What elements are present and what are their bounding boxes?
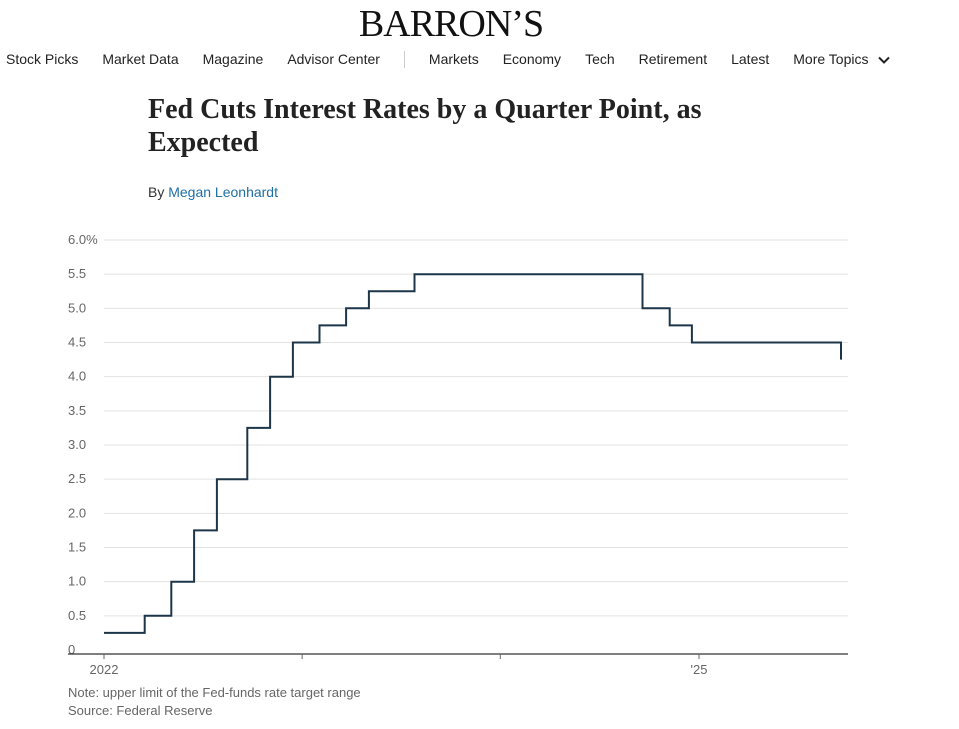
x-tick-label: 2022 xyxy=(90,662,119,677)
x-tick-label: '25 xyxy=(691,662,708,677)
nav-retirement[interactable]: Retirement xyxy=(638,51,708,67)
y-tick-label: 5.5 xyxy=(68,266,86,281)
nav-advisor-center[interactable]: Advisor Center xyxy=(287,51,380,67)
rate-step-line xyxy=(104,273,842,634)
barrons-logo[interactable]: BARRON’S xyxy=(358,3,544,45)
nav-market-data[interactable]: Market Data xyxy=(102,51,179,67)
y-tick-label: 2.0 xyxy=(68,505,86,520)
author-link[interactable]: Megan Leonhardt xyxy=(168,184,278,200)
y-tick-label: 3.5 xyxy=(68,403,86,418)
nav-stock-picks[interactable]: Stock Picks xyxy=(6,51,79,67)
y-tick-label: 0.5 xyxy=(68,608,86,623)
nav-tech[interactable]: Tech xyxy=(585,51,615,67)
y-tick-label: 1.5 xyxy=(68,540,86,555)
chart-notes: Note: upper limit of the Fed-funds rate … xyxy=(68,684,361,720)
y-tick-label: 3.0 xyxy=(68,437,86,452)
chevron-down-icon xyxy=(878,56,891,64)
y-tick-label: 4.0 xyxy=(68,369,86,384)
article-headline: Fed Cuts Interest Rates by a Quarter Poi… xyxy=(148,94,702,158)
y-tick-label: 6.0% xyxy=(68,232,98,247)
byline: By Megan Leonhardt xyxy=(148,184,278,200)
nav-markets[interactable]: Markets xyxy=(428,51,479,67)
top-navigation: Stock Picks Market Data Magazine Advisor… xyxy=(6,49,914,69)
y-tick-label: 0 xyxy=(68,642,75,657)
y-tick-label: 1.0 xyxy=(68,574,86,589)
nav-latest[interactable]: Latest xyxy=(731,51,770,67)
y-tick-label: 4.5 xyxy=(68,335,86,350)
chart-source: Source: Federal Reserve xyxy=(68,703,213,718)
nav-divider xyxy=(403,50,405,68)
byline-by-label: By xyxy=(148,184,165,200)
nav-more-topics[interactable]: More Topics xyxy=(793,51,891,67)
chart-note: Note: upper limit of the Fed-funds rate … xyxy=(68,685,361,700)
y-tick-label: 5.0 xyxy=(68,300,86,315)
more-topics-label: More Topics xyxy=(793,51,869,67)
y-tick-label: 2.5 xyxy=(68,471,86,486)
nav-magazine[interactable]: Magazine xyxy=(202,51,264,67)
nav-economy[interactable]: Economy xyxy=(502,51,562,67)
